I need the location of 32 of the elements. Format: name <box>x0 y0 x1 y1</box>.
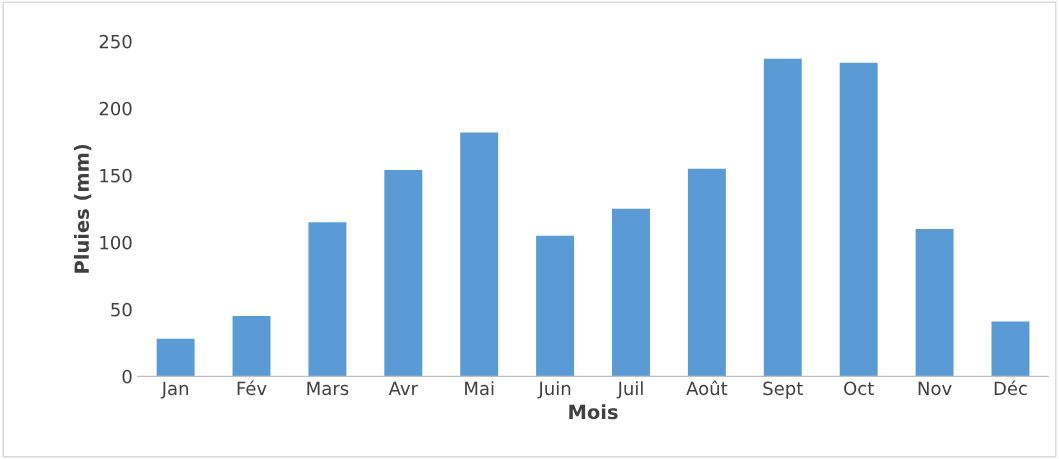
bar <box>915 228 954 377</box>
bar <box>839 62 878 377</box>
bar <box>156 338 195 377</box>
y-tick-label: 150 <box>100 168 132 183</box>
bar <box>687 168 726 377</box>
x-axis-title: Mois <box>569 404 618 420</box>
y-tick-label: 250 <box>99 34 132 49</box>
x-tick-label: Fév <box>237 380 267 396</box>
x-tick-label: Mars <box>307 381 349 396</box>
bar <box>460 132 499 377</box>
x-tick-label: Juil <box>616 381 643 399</box>
y-tick-label: 100 <box>100 235 132 250</box>
bar <box>232 316 271 377</box>
bar <box>991 321 1030 377</box>
x-tick-label: Avr <box>388 381 418 395</box>
x-tick-label: Mai <box>465 381 494 396</box>
x-tick-label: Juin <box>537 381 571 399</box>
x-tick-label: Déc <box>994 380 1027 396</box>
bar <box>308 222 347 377</box>
bar <box>612 208 650 377</box>
x-tick-label: Août <box>686 380 728 396</box>
bar <box>536 235 575 377</box>
y-axis-title: Pluies (mm) <box>73 144 92 273</box>
y-tick-label: 200 <box>99 101 132 116</box>
y-tick-label: 0 <box>122 369 132 384</box>
x-tick-label: Nov <box>918 381 952 396</box>
y-tick-label: 50 <box>111 302 132 317</box>
bar <box>763 58 802 377</box>
x-tick-label: Oct <box>844 381 874 396</box>
x-tick-label: Jan <box>160 381 188 399</box>
x-tick-label: Sept <box>763 381 803 399</box>
bar <box>384 169 423 377</box>
